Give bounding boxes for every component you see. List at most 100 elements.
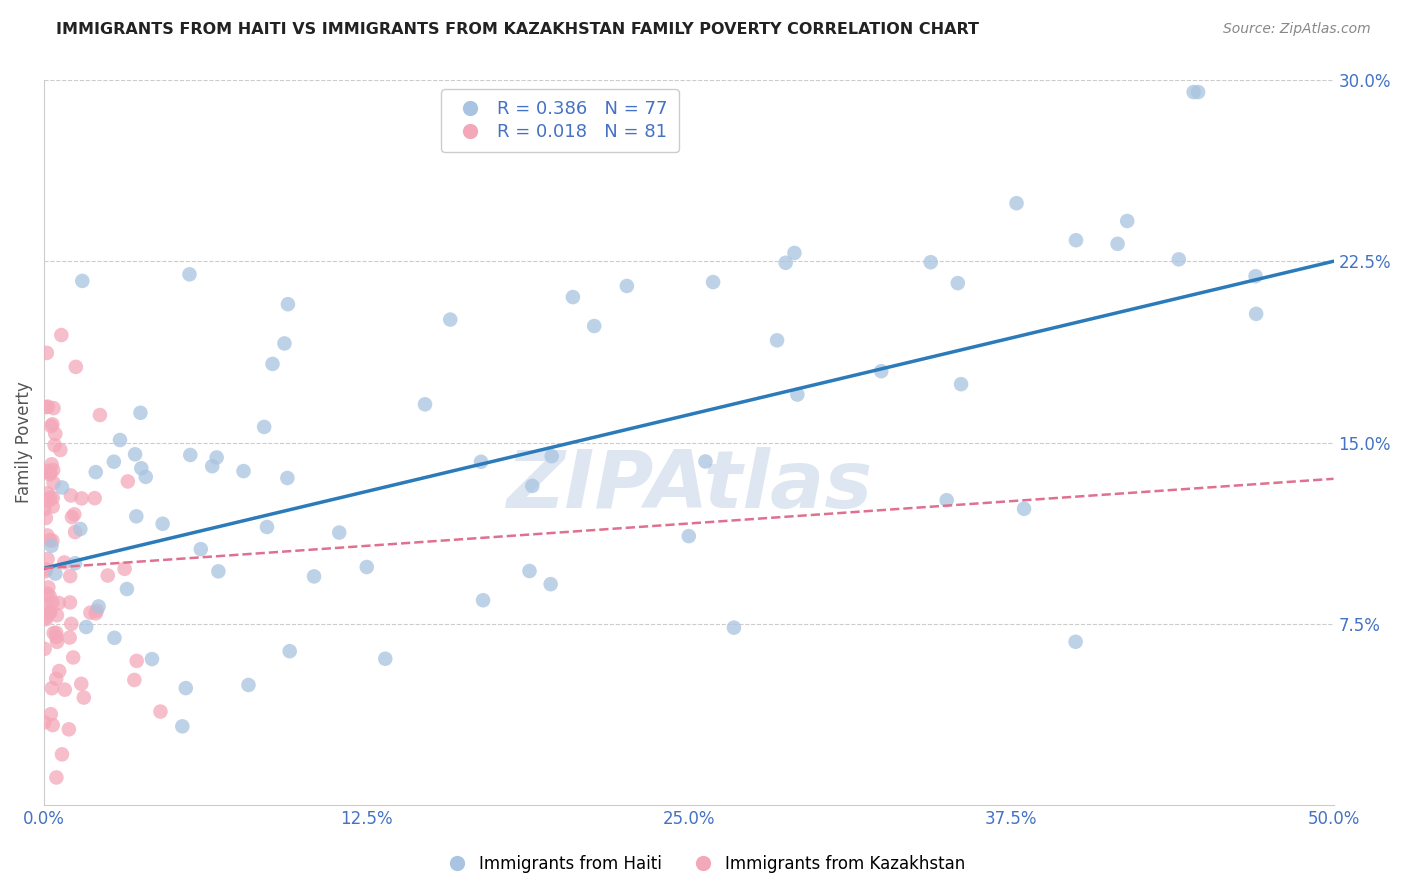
- Point: [59, 595, 82, 609]
- Point: [583, 318, 606, 333]
- Point: [45, 630, 67, 644]
- Y-axis label: Family Poverty: Family Poverty: [15, 382, 32, 503]
- Point: [44, 426, 66, 441]
- Point: [37, 486, 59, 500]
- Point: [135, 470, 157, 484]
- Point: [60, 616, 83, 631]
- Point: [129, 406, 152, 420]
- Point: [117, 475, 139, 489]
- Point: [34, 715, 56, 730]
- Point: [70, 491, 93, 506]
- Point: [59, 569, 82, 583]
- Point: [129, 461, 152, 475]
- Point: [62, 650, 84, 665]
- Point: [41, 417, 63, 432]
- Point: [70, 677, 93, 691]
- Point: [540, 577, 562, 591]
- Point: [63, 524, 86, 539]
- Legend: R = 0.386   N = 77, R = 0.018   N = 81: R = 0.386 N = 77, R = 0.018 N = 81: [441, 89, 679, 153]
- Point: [356, 560, 378, 574]
- Point: [38, 590, 60, 604]
- Point: [179, 448, 201, 462]
- Point: [37, 400, 59, 414]
- Point: [950, 377, 973, 392]
- Point: [87, 599, 110, 614]
- Point: [201, 459, 224, 474]
- Point: [35, 612, 58, 626]
- Point: [207, 565, 229, 579]
- Point: [41, 500, 63, 514]
- Point: [38, 464, 60, 478]
- Point: [42, 491, 65, 505]
- Point: [63, 508, 86, 522]
- Point: [86, 604, 108, 618]
- Point: [69, 522, 91, 536]
- Point: [37, 580, 59, 594]
- Point: [41, 458, 63, 472]
- Text: Source: ZipAtlas.com: Source: ZipAtlas.com: [1223, 22, 1371, 37]
- Point: [172, 719, 194, 733]
- Point: [46, 635, 69, 649]
- Point: [51, 747, 73, 762]
- Point: [35, 562, 58, 576]
- Point: [53, 556, 76, 570]
- Point: [920, 255, 942, 269]
- Point: [51, 480, 73, 494]
- Point: [34, 565, 56, 579]
- Point: [114, 562, 136, 576]
- Point: [39, 605, 62, 619]
- Point: [262, 357, 284, 371]
- Point: [561, 290, 583, 304]
- Point: [766, 334, 789, 348]
- Point: [179, 268, 201, 282]
- Point: [58, 723, 80, 737]
- Point: [775, 256, 797, 270]
- Point: [276, 471, 298, 485]
- Point: [470, 455, 492, 469]
- Point: [302, 569, 325, 583]
- Point: [38, 493, 60, 508]
- Point: [783, 246, 806, 260]
- Point: [277, 297, 299, 311]
- Point: [152, 516, 174, 531]
- Point: [935, 493, 957, 508]
- Point: [37, 587, 59, 601]
- Point: [73, 690, 96, 705]
- Point: [190, 542, 212, 557]
- Point: [37, 528, 59, 542]
- Point: [49, 442, 72, 457]
- Point: [35, 465, 58, 479]
- Point: [238, 678, 260, 692]
- Point: [278, 644, 301, 658]
- Point: [174, 681, 197, 695]
- Point: [870, 364, 893, 378]
- Point: [1107, 236, 1129, 251]
- Point: [83, 491, 105, 505]
- Point: [1012, 501, 1035, 516]
- Point: [678, 529, 700, 543]
- Point: [41, 718, 63, 732]
- Point: [374, 651, 396, 665]
- Point: [588, 128, 610, 142]
- Point: [522, 479, 544, 493]
- Point: [45, 672, 67, 686]
- Point: [89, 408, 111, 422]
- Point: [232, 464, 254, 478]
- Point: [42, 401, 65, 416]
- Point: [273, 336, 295, 351]
- Point: [115, 582, 138, 596]
- Point: [34, 598, 56, 612]
- Point: [1244, 269, 1267, 284]
- Point: [42, 475, 65, 490]
- Point: [42, 463, 65, 477]
- Point: [125, 509, 148, 524]
- Point: [1244, 307, 1267, 321]
- Point: [472, 593, 495, 607]
- Point: [84, 465, 107, 479]
- Point: [1064, 233, 1087, 247]
- Point: [103, 455, 125, 469]
- Point: [46, 608, 69, 623]
- Point: [45, 771, 67, 785]
- Point: [38, 467, 60, 482]
- Legend: Immigrants from Haiti, Immigrants from Kazakhstan: Immigrants from Haiti, Immigrants from K…: [434, 848, 972, 880]
